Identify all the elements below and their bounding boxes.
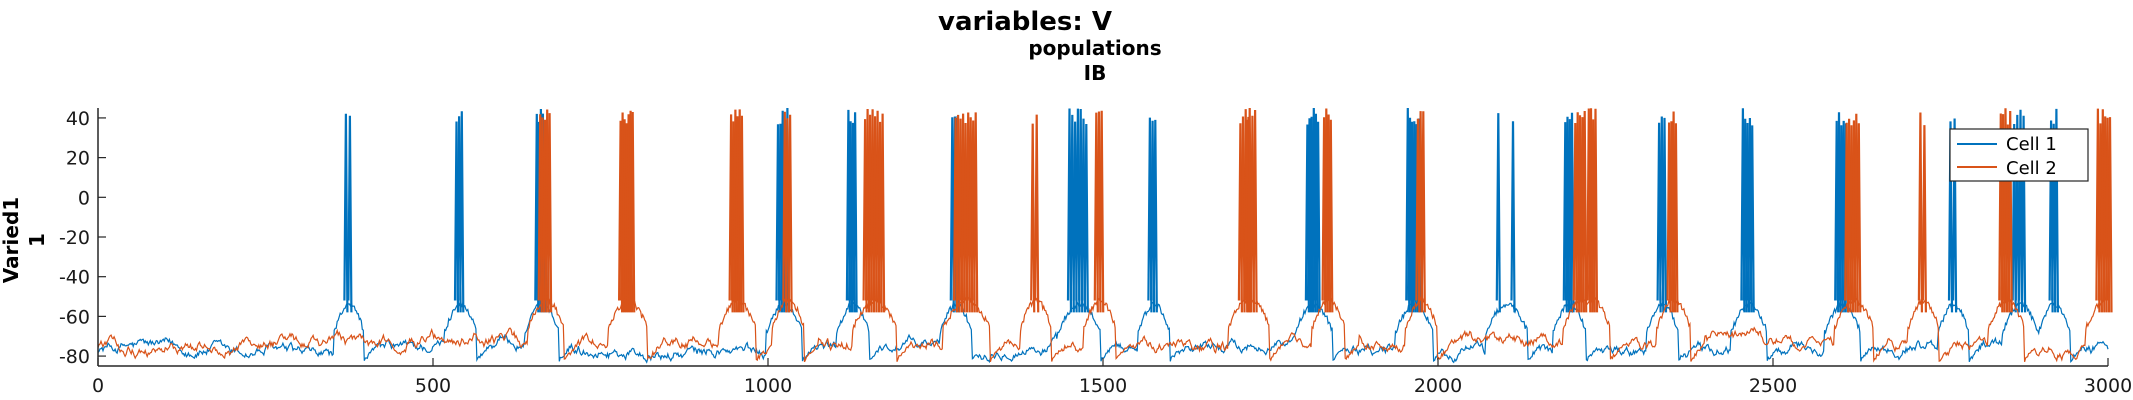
spike-burst-cell-1 [845, 109, 858, 313]
spike-burst-cell-2 [1572, 110, 1588, 313]
spike-burst-cell-2 [953, 112, 979, 313]
spike-burst-cell-2 [1998, 108, 2013, 313]
spike-burst-cell-2 [1844, 113, 1862, 313]
spike-burst-cell-1 [2011, 109, 2027, 313]
spike-burst-cell-2 [1666, 111, 1679, 313]
spike [630, 111, 636, 313]
spike-burst-cell-2 [1030, 114, 1040, 313]
spike-burst-cell-2 [1586, 108, 1599, 313]
x-tick-label: 1000 [744, 375, 792, 397]
spike [2107, 117, 2113, 313]
x-tick-label: 500 [415, 375, 451, 397]
spike [739, 115, 745, 313]
spike [2021, 115, 2027, 313]
spike [459, 111, 465, 313]
spike-burst-cell-1 [1066, 108, 1089, 313]
x-tick-label: 2500 [1749, 375, 1797, 397]
spike [1921, 125, 1927, 313]
spike [2053, 108, 2059, 313]
spike-burst-cell-1 [1656, 116, 1668, 313]
spike [1152, 119, 1158, 313]
spike [1569, 112, 1575, 313]
x-tick-label: 2000 [1414, 375, 1462, 397]
spike [1673, 123, 1679, 313]
y-tick-label: 40 [66, 108, 90, 130]
legend: Cell 1 Cell 2 [1949, 128, 2089, 182]
spike [1420, 111, 1426, 313]
spike-burst-cell-1 [453, 111, 465, 313]
spike-burst-cell-2 [728, 109, 745, 313]
series-layer [97, 107, 2113, 364]
y-axis-label-line1: Varied1 [0, 197, 23, 283]
x-tick-label: 1500 [1079, 375, 1127, 397]
spike-burst-cell-2 [537, 109, 553, 313]
x-axis-ticks: 0 500 1000 1500 2000 2500 3000 [92, 358, 2132, 397]
chart-title: variables: V [938, 7, 1112, 37]
y-tick-label: 0 [78, 187, 90, 209]
spike [973, 112, 979, 313]
y-axis-label-line2: 1 [25, 233, 49, 247]
y-tick-label: -60 [59, 306, 90, 328]
spike-burst-cell-1 [1562, 112, 1575, 313]
spike-burst-cell-2 [1415, 111, 1426, 313]
spike-burst-cell-2 [2095, 108, 2113, 313]
spike [880, 113, 886, 313]
spike [1661, 117, 1668, 313]
legend-box [1949, 128, 2089, 182]
spike [2007, 110, 2013, 313]
spike [1030, 123, 1036, 313]
spike [1856, 123, 1862, 313]
spike [1582, 110, 1588, 313]
spike [1947, 121, 1954, 313]
spike [1083, 123, 1089, 313]
spike [347, 115, 353, 313]
spike [1315, 121, 1321, 313]
spike-burst-cell-2 [782, 111, 793, 313]
spike [1252, 109, 1258, 313]
spike [787, 114, 793, 313]
legend-label-cell-1: Cell 1 [2006, 134, 2057, 155]
spike-burst-cell-1 [2048, 108, 2059, 313]
y-axis-ticks: 40 20 0 -20 -40 -60 -80 [59, 108, 106, 368]
y-tick-label: -20 [59, 227, 90, 249]
y-tick-label: -80 [59, 346, 90, 368]
spike-burst-cell-2 [1917, 112, 1927, 313]
spike [1495, 113, 1501, 313]
y-tick-label: -40 [59, 267, 90, 289]
y-axis-label: Varied1 1 [0, 197, 49, 283]
chart-subtitle-ib: IB [1084, 61, 1107, 85]
x-tick-label: 0 [92, 375, 104, 397]
spike-burst-cell-1 [1947, 118, 1958, 313]
spike-burst-cell-2 [1321, 108, 1334, 313]
spike [1592, 108, 1599, 313]
spike [1749, 125, 1755, 313]
spike [1510, 121, 1516, 313]
spike [1952, 118, 1958, 313]
legend-label-cell-2: Cell 2 [2006, 158, 2057, 179]
spike [2014, 114, 2020, 313]
spike [852, 112, 858, 313]
spike-burst-cell-2 [618, 110, 636, 313]
spike-burst-cell-1 [1495, 113, 1516, 313]
spike-burst-cell-1 [1740, 108, 1755, 313]
spike-burst-cell-1 [1304, 107, 1321, 313]
spike [547, 113, 553, 313]
plot-area: 0 500 1000 1500 2000 2500 3000 40 20 0 -20 -40 -60 -… [59, 108, 2132, 397]
title-block: variables: V populations IB [938, 7, 1162, 85]
spike-burst-cell-2 [1244, 107, 1258, 313]
spike [1099, 110, 1105, 313]
chart-subtitle-populations: populations [1028, 36, 1161, 60]
spike [1034, 114, 1040, 313]
x-tick-label: 3000 [2084, 375, 2132, 397]
spike-burst-cell-2 [1093, 110, 1105, 313]
spike-burst-cell-1 [1147, 117, 1158, 313]
spike-burst-cell-2 [862, 108, 886, 313]
spike [1328, 119, 1334, 313]
spike [1917, 112, 1923, 313]
y-tick-label: 20 [66, 148, 90, 170]
spike-burst-cell-1 [343, 113, 353, 313]
spike [343, 113, 349, 313]
